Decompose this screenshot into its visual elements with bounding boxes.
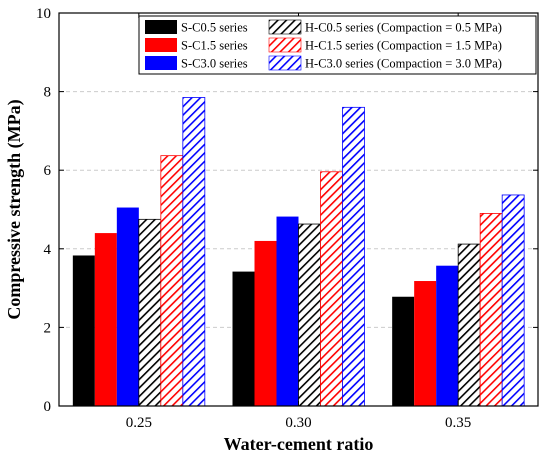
x-tick-label: 0.25 [126, 415, 152, 431]
legend-label: S-C1.5 series [181, 39, 248, 53]
bar [160, 155, 184, 407]
legend-swatch [268, 37, 302, 53]
y-tick-label: 0 [44, 399, 52, 415]
ticks-layer: 0 2 4 6 8 10 0.25 0.30 0.35 [36, 6, 538, 431]
y-tick-label: 6 [44, 163, 52, 179]
bar [342, 106, 365, 407]
bars-layer [72, 97, 525, 407]
legend-swatch [145, 20, 177, 34]
bar [72, 255, 95, 406]
legend-swatch [268, 55, 302, 71]
y-tick-label: 2 [44, 320, 52, 336]
bar [298, 223, 321, 407]
legend-swatch [145, 38, 177, 52]
bar [457, 243, 481, 407]
bar [392, 296, 415, 406]
bar [320, 171, 343, 407]
y-tick-label: 8 [44, 85, 52, 101]
legend-label: H-C0.5 series (Compaction = 0.5 MPa) [305, 21, 502, 35]
bar [436, 265, 459, 406]
bar [94, 233, 117, 406]
legend-label: H-C3.0 series (Compaction = 3.0 MPa) [305, 57, 502, 71]
legend-label: H-C1.5 series (Compaction = 1.5 MPa) [305, 39, 502, 53]
legend-box [138, 15, 537, 75]
bar [276, 216, 299, 406]
bar [501, 194, 525, 407]
legend: S-C0.5 series S-C1.5 series S-C3.0 series H… [138, 15, 537, 75]
bar [232, 271, 255, 406]
legend-label: S-C3.0 series [181, 57, 248, 71]
legend-swatch [268, 19, 302, 35]
bar [182, 97, 206, 407]
bar [254, 240, 277, 406]
x-axis-title: Water-cement ratio [224, 434, 374, 454]
y-tick-label: 10 [36, 6, 51, 22]
bar [479, 213, 503, 407]
legend-label: S-C0.5 series [181, 21, 248, 35]
x-tick-label: 0.35 [445, 415, 471, 431]
y-axis-title: Compressive strength (MPa) [4, 99, 25, 319]
bar [414, 281, 437, 406]
y-tick-label: 4 [44, 242, 52, 258]
bar [138, 218, 162, 407]
legend-swatch [145, 56, 177, 70]
x-tick-label: 0.30 [285, 415, 311, 431]
bar [116, 207, 139, 406]
